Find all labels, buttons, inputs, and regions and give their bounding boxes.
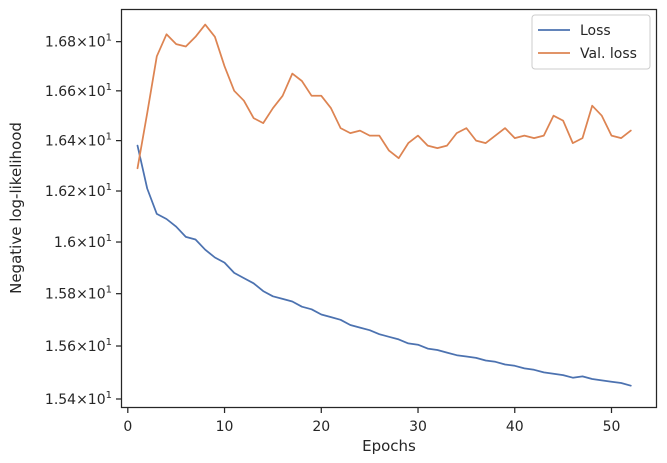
x-tick-label: 20 (312, 419, 330, 435)
plot-marks (136, 23, 632, 387)
y-tick-label: 1.6×101 (54, 233, 112, 251)
y-axis-ticks: 1.54×101 1.56×101 1.58×101 1.6×101 1.62×101 1… (45, 33, 122, 408)
x-tick-label: 30 (409, 419, 427, 435)
legend: Loss Val. loss (531, 14, 651, 70)
series-line-1 (136, 23, 632, 170)
x-tick-label: 50 (603, 419, 621, 435)
x-tick-label: 10 (216, 419, 234, 435)
y-tick-label: 1.58×101 (45, 285, 112, 303)
series-line-0 (136, 144, 632, 387)
plot-frame (120, 8, 658, 409)
x-tick-label: 0 (123, 419, 132, 435)
x-axis-label: Epochs (362, 437, 416, 455)
legend-label: Loss (580, 23, 611, 39)
legend-box (531, 14, 651, 70)
y-tick-label: 1.56×101 (45, 337, 112, 355)
x-axis-ticks: 0 10 20 30 40 50 (123, 407, 620, 435)
y-tick-label: 1.64×101 (45, 132, 112, 150)
y-tick-label: 1.68×101 (45, 33, 112, 51)
y-tick-label: 1.66×101 (45, 82, 112, 100)
x-tick-label: 40 (506, 419, 524, 435)
y-tick-label: 1.62×101 (45, 182, 112, 200)
legend-label: Val. loss (580, 46, 637, 62)
y-axis-label: Negative log-likelihood (7, 122, 25, 294)
y-tick-label: 1.54×101 (45, 390, 112, 408)
